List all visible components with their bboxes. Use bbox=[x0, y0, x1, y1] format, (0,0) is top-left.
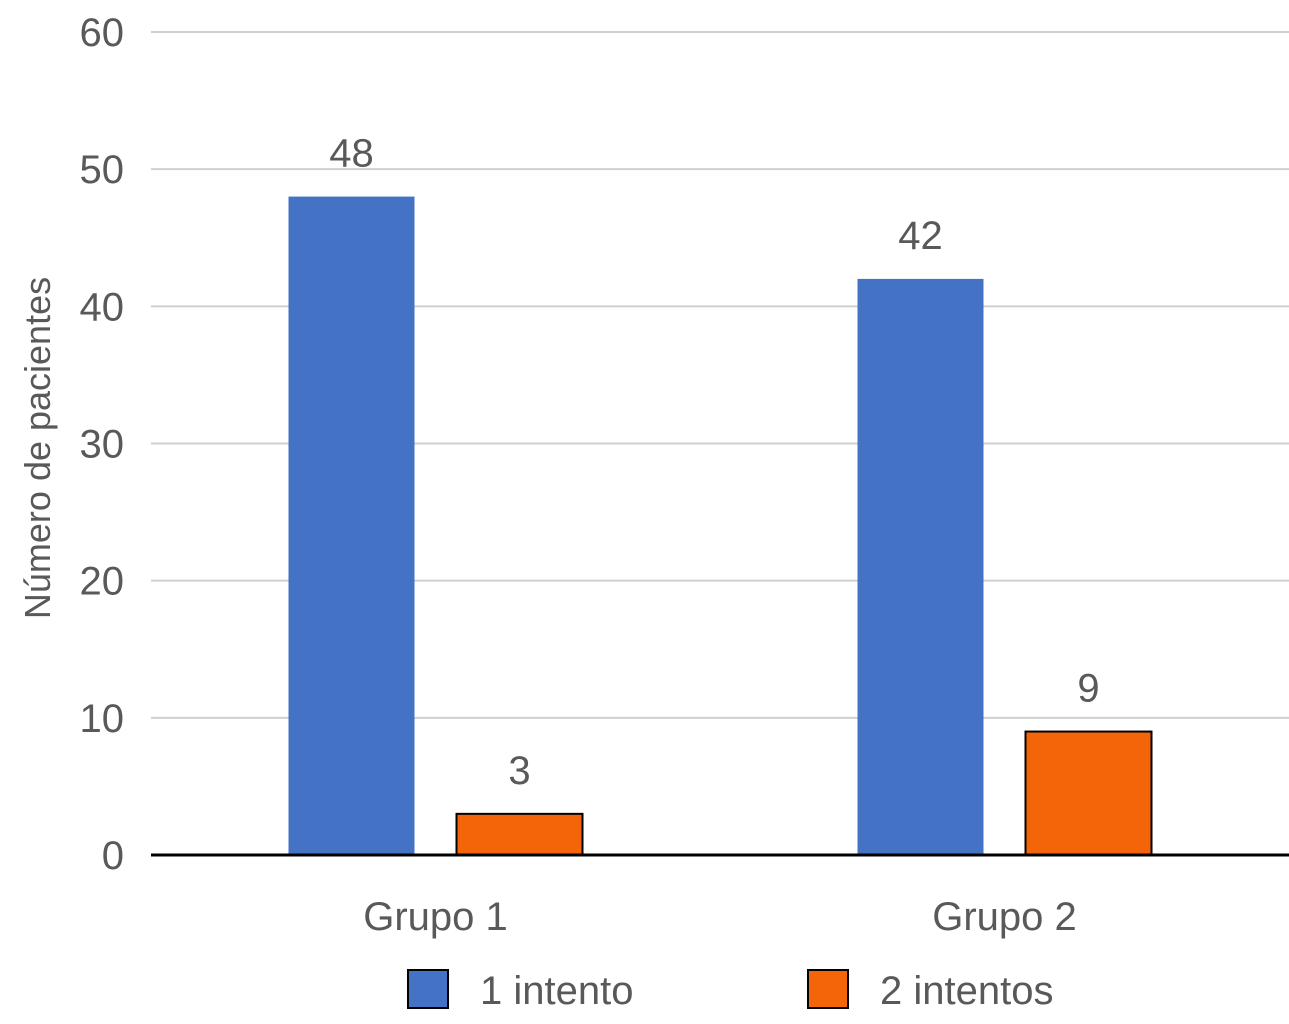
data-label: 48 bbox=[329, 132, 374, 176]
data-label: 3 bbox=[508, 749, 530, 793]
y-tick-label: 60 bbox=[80, 11, 125, 55]
legend-swatch bbox=[407, 969, 449, 1009]
legend-label: 2 intentos bbox=[880, 969, 1053, 1013]
y-tick-label: 50 bbox=[80, 148, 125, 192]
x-category-label: Grupo 2 bbox=[932, 895, 1077, 939]
y-tick-label: 20 bbox=[80, 560, 125, 604]
data-labels: 48 3 42 9 bbox=[329, 132, 1099, 793]
y-tick-label: 30 bbox=[80, 423, 125, 467]
data-label: 42 bbox=[898, 214, 943, 258]
bar-series-2 bbox=[1024, 730, 1153, 856]
bar-series-1 bbox=[288, 196, 415, 856]
legend: 1 intento 2 intentos bbox=[407, 969, 1053, 1013]
legend-label: 1 intento bbox=[480, 969, 633, 1013]
data-label: 9 bbox=[1077, 667, 1099, 711]
y-tick-label: 10 bbox=[80, 697, 125, 741]
y-tick-label: 0 bbox=[102, 834, 124, 878]
bar-series-2 bbox=[455, 812, 584, 856]
bar-series-1 bbox=[857, 278, 984, 855]
legend-swatch bbox=[807, 969, 849, 1009]
y-axis-ticks: 0 10 20 30 40 50 60 bbox=[80, 11, 125, 878]
y-axis-title: Número de pacientes bbox=[17, 277, 58, 619]
x-category-label: Grupo 1 bbox=[363, 895, 508, 939]
bars bbox=[288, 196, 1153, 856]
y-tick-label: 40 bbox=[80, 285, 125, 329]
x-axis-categories: Grupo 1 Grupo 2 bbox=[363, 895, 1077, 939]
